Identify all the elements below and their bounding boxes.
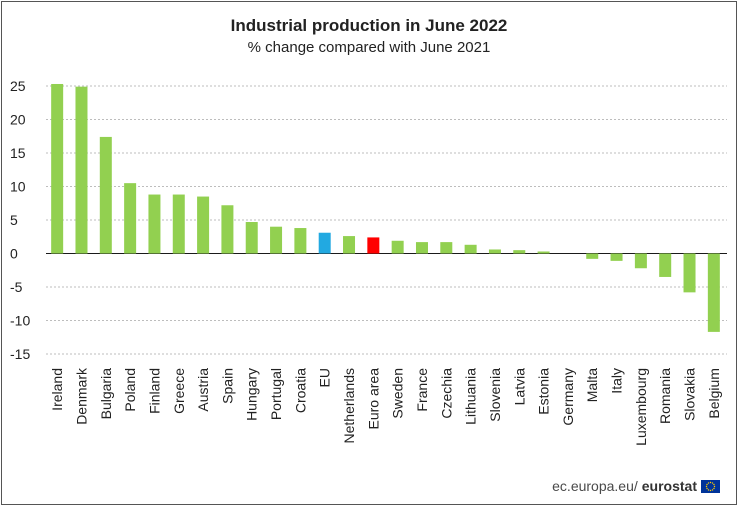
y-tick-label: 5 xyxy=(10,212,18,228)
source-footer: ec.europa.eu/eurostat xyxy=(552,478,720,494)
bars xyxy=(51,83,720,332)
bar-luxembourg xyxy=(634,253,647,269)
gridlines xyxy=(46,85,727,355)
source-brand: eurostat xyxy=(641,478,697,494)
bar-poland xyxy=(124,183,137,254)
bar-hungary xyxy=(245,222,258,254)
y-tick-label: -5 xyxy=(10,279,23,295)
bar-latvia xyxy=(513,250,526,254)
x-tick-label-lithuania: Lithuania xyxy=(463,368,479,425)
bar-ireland xyxy=(51,83,64,254)
chart-title: Industrial production in June 2022 xyxy=(230,16,508,35)
flag-star xyxy=(707,481,710,484)
x-tick-label-poland: Poland xyxy=(122,368,138,412)
x-tick-label-italy: Italy xyxy=(609,368,625,394)
bar-greece xyxy=(172,194,185,254)
x-tick-label-greece: Greece xyxy=(171,368,187,414)
flag-star xyxy=(706,487,708,489)
x-tick-label-czechia: Czechia xyxy=(438,368,454,419)
bar-austria xyxy=(197,196,210,254)
y-tick-label: 20 xyxy=(10,112,26,128)
x-axis-labels: Ireland Denmark Bulgaria Poland Finland Greec… xyxy=(49,367,722,446)
x-tick-label-germany: Germany xyxy=(560,368,576,426)
bar-lithuania xyxy=(464,244,477,254)
bar-euro-area xyxy=(367,237,380,254)
bar-eu xyxy=(318,232,331,254)
flag-star xyxy=(706,483,708,485)
flag-star xyxy=(705,485,708,487)
x-tick-label-slovakia: Slovakia xyxy=(682,368,698,421)
flag-star xyxy=(709,481,712,483)
y-tick-label: 0 xyxy=(10,246,18,262)
x-tick-label-latvia: Latvia xyxy=(511,368,527,406)
bar-france xyxy=(415,242,428,254)
y-tick-label: 15 xyxy=(10,145,26,161)
bar-croatia xyxy=(294,228,307,254)
x-tick-label-romania: Romania xyxy=(657,368,673,424)
x-tick-label-denmark: Denmark xyxy=(73,367,89,425)
source-site: ec.europa.eu/ xyxy=(552,478,638,494)
x-tick-label-portugal: Portugal xyxy=(268,368,284,420)
y-tick-label: -15 xyxy=(10,346,30,362)
bar-portugal xyxy=(270,226,283,254)
x-tick-label-hungary: Hungary xyxy=(244,368,260,421)
x-tick-label-malta: Malta xyxy=(584,368,600,402)
y-tick-label: 10 xyxy=(10,179,26,195)
x-tick-label-ireland: Ireland xyxy=(49,368,65,411)
flag-star xyxy=(711,481,714,484)
x-tick-label-france: France xyxy=(414,368,430,412)
flag-star xyxy=(709,489,712,491)
flag-star xyxy=(713,485,716,487)
chart-subtitle: % change compared with June 2021 xyxy=(247,39,491,56)
flag-star xyxy=(707,488,710,491)
x-tick-label-spain: Spain xyxy=(219,368,235,404)
bar-czechia xyxy=(440,242,453,254)
eu-flag-icon xyxy=(701,479,720,493)
x-tick-label-belgium: Belgium xyxy=(706,368,722,419)
bar-slovakia xyxy=(683,253,696,293)
y-tick-label: -10 xyxy=(10,313,30,329)
bar-malta xyxy=(586,253,599,259)
flag-star xyxy=(711,488,714,491)
x-tick-label-netherlands: Netherlands xyxy=(341,368,357,444)
bar-denmark xyxy=(75,86,88,254)
x-tick-label-slovenia: Slovenia xyxy=(487,368,503,422)
bar-romania xyxy=(659,253,672,277)
flag-star xyxy=(713,487,715,489)
x-tick-label-estonia: Estonia xyxy=(536,368,552,415)
bar-sweden xyxy=(391,240,404,254)
bar-netherlands xyxy=(343,236,356,254)
x-tick-label-austria: Austria xyxy=(195,368,211,412)
bar-belgium xyxy=(707,253,720,332)
x-tick-label-finland: Finland xyxy=(146,368,162,414)
x-tick-label-sweden: Sweden xyxy=(390,368,406,419)
bar-bulgaria xyxy=(99,136,112,254)
x-tick-label-eu: EU xyxy=(317,368,333,387)
x-tick-label-bulgaria: Bulgaria xyxy=(98,368,114,420)
y-tick-label: 25 xyxy=(10,78,26,94)
x-tick-label-croatia: Croatia xyxy=(292,368,308,413)
bar-italy xyxy=(610,253,623,261)
y-axis-ticks: 25 20 15 10 5 0 -5 -10 -15 xyxy=(10,78,30,362)
bar-finland xyxy=(148,194,161,254)
bar-slovenia xyxy=(488,249,501,254)
flag-star xyxy=(713,483,715,485)
x-tick-label-luxembourg: Luxembourg xyxy=(633,368,649,446)
bar-estonia xyxy=(537,251,550,254)
bar-spain xyxy=(221,205,234,254)
x-tick-label-euro-area: Euro area xyxy=(365,368,381,430)
